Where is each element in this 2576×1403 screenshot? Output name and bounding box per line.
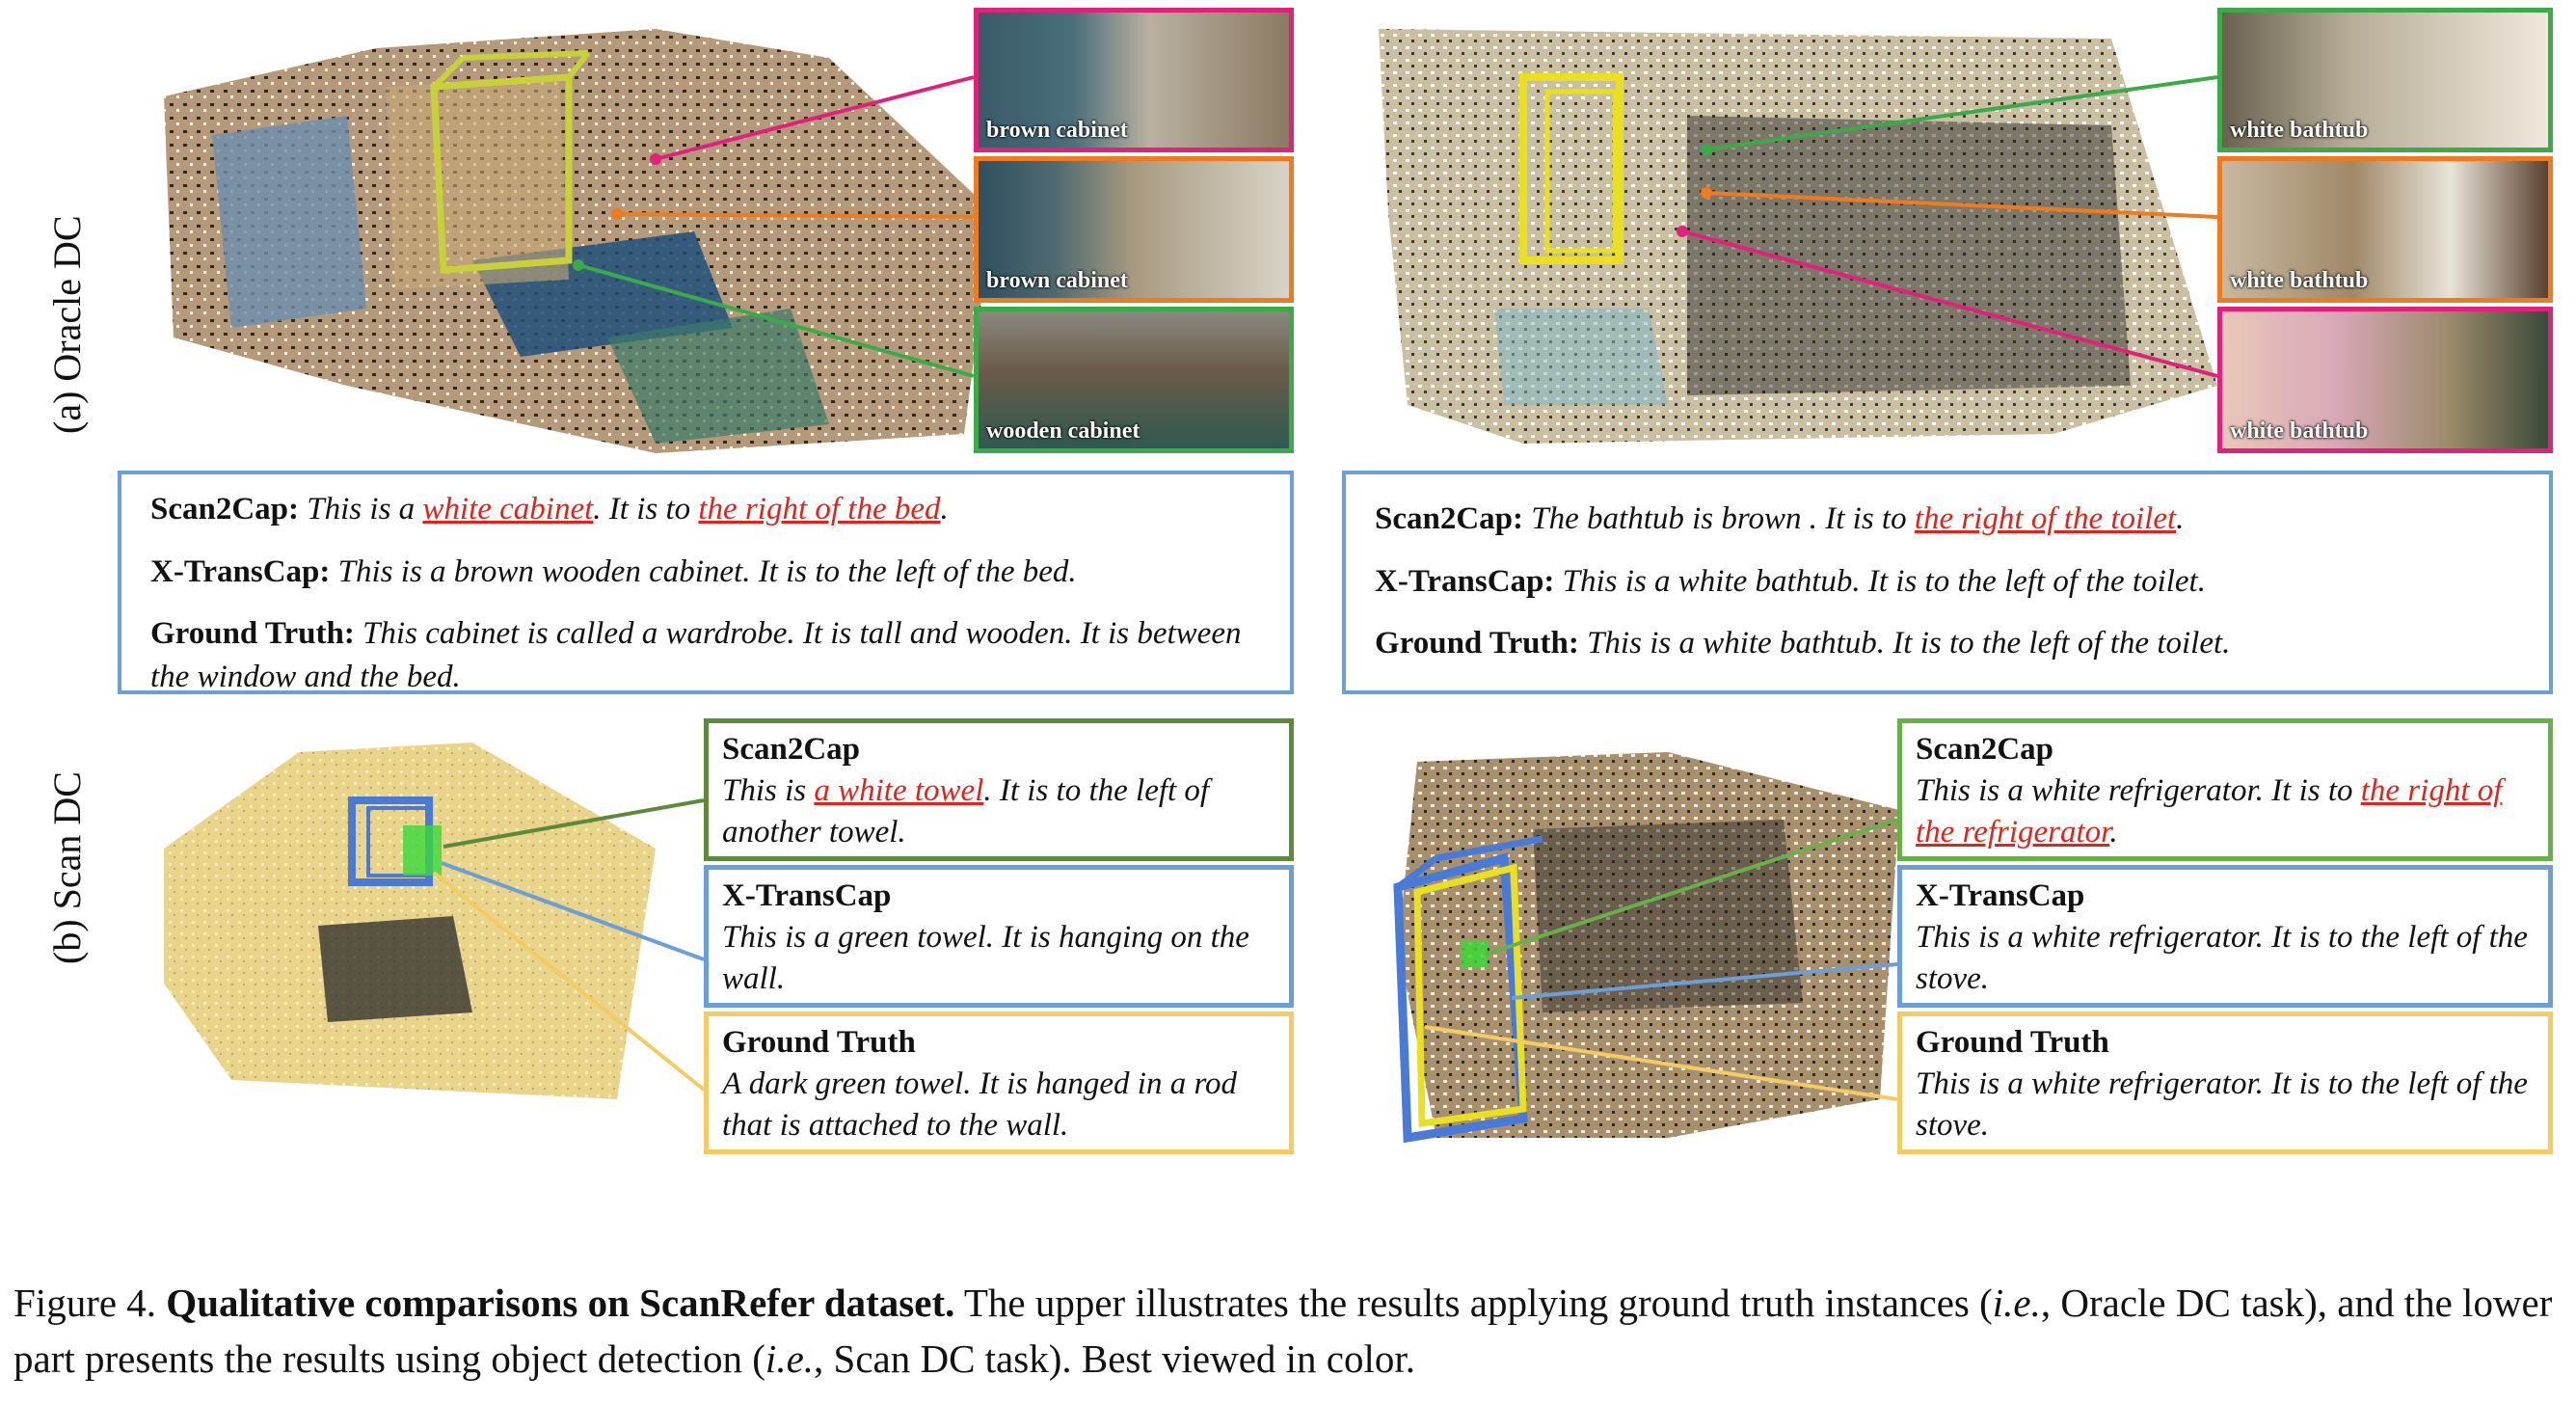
scan2cap-heading: Scan2Cap [722,732,861,767]
scan2cap-label: Scan2Cap: [150,492,300,526]
point-cloud-oracle-left [164,29,993,453]
xtranscap-text: This is a brown wooden cabinet. It is to… [337,553,1077,589]
point-cloud-oracle-right [1379,29,2217,444]
bbox-green [403,825,442,876]
scan2cap-error: a white towel [814,772,984,808]
thumb-oracle-right-1: white bathtub [2217,8,2553,152]
ground-truth-heading: Ground Truth [1916,1025,2109,1060]
caption-prefix: Figure 4. [13,1281,167,1325]
scan2cap-line: Scan2Cap: This is a white cabinet. It is… [150,488,1261,531]
scan-left-scan2cap-box: Scan2Cap This is a white towel. It is to… [704,718,1294,861]
scan-right-xtranscap-box: X-TransCap This is a white refrigerator.… [1897,865,2553,1008]
bbox-green [1461,940,1488,967]
thumb-oracle-left-1: brown cabinet [974,8,1294,152]
caption-bold: Qualitative comparisons on ScanRefer dat… [166,1281,955,1325]
ground-truth-text: This is a white refrigerator. It is to t… [1916,1066,2528,1143]
ground-truth-text: A dark green towel. It is hanged in a ro… [722,1066,1238,1143]
bbox-yellow [1413,863,1527,1128]
scan2cap-post: . [940,492,949,526]
thumb-label: white bathtub [2230,118,2369,143]
bbox-yellow [430,73,573,274]
scan-left-xtranscap-box: X-TransCap This is a green towel. It is … [704,865,1294,1008]
thumb-label: brown cabinet [986,268,1128,293]
thumb-oracle-right-3: white bathtub [2217,307,2553,453]
scan2cap-heading: Scan2Cap [1916,732,2054,767]
scan2cap-pre: The bathtub is brown . It is to [1531,501,1915,536]
thumb-label: brown cabinet [986,118,1128,143]
xtranscap-heading: X-TransCap [1916,878,2085,913]
scan2cap-text: This is a white refrigerator. It is to t… [1916,772,2503,850]
scan2cap-error: the right of the refrigerator [1916,772,2503,850]
ground-truth-text: This is a white bathtub. It is to the le… [1587,626,2231,661]
scan-right-ground-truth-box: Ground Truth This is a white refrigerato… [1897,1012,2553,1154]
thumb-oracle-right-2: white bathtub [2217,156,2553,303]
scan2cap-error-2: the right of the bed [698,492,941,526]
scan2cap-pre: This is a [307,492,423,526]
xtranscap-text: This is a white refrigerator. It is to t… [1916,919,2528,996]
ground-truth-label: Ground Truth: [1375,626,1579,661]
thumb-oracle-left-2: brown cabinet [974,156,1294,303]
thumb-label: white bathtub [2230,268,2369,293]
scan2cap-text: This is a white towel. It is to the left… [722,772,1210,850]
thumb-oracle-left-3: wooden cabinet [974,307,1294,453]
bbox-blue [1393,852,1528,1144]
ground-truth-heading: Ground Truth [722,1025,916,1060]
connector-lines-oracle-right [1677,75,2218,378]
xtranscap-text: This is a white bathtub. It is to the le… [1562,563,2206,599]
scan-right-scan2cap-box: Scan2Cap This is a white refrigerator. I… [1897,718,2553,861]
ground-truth-label: Ground Truth: [150,616,355,652]
oracle-left-caption-box: Scan2Cap: This is a white cabinet. It is… [118,471,1294,694]
xtranscap-label: X-TransCap: [1375,563,1555,599]
xtranscap-heading: X-TransCap [722,878,892,913]
figure-caption: Figure 4. Qualitative comparisons on Sca… [13,1281,2553,1382]
xtranscap-line: X-TransCap: This is a white bathtub. It … [1375,560,2520,604]
bbox-yellow [1519,73,1623,264]
connector-lines-scan-left [432,798,706,1092]
thumb-label: white bathtub [2230,418,2369,444]
connector-lines-scan-right [1424,818,1898,1101]
connector-lines-oracle-left [573,75,975,378]
xtranscap-label: X-TransCap: [150,553,331,589]
scan2cap-post: . [2176,501,2185,536]
oracle-right-caption-box: Scan2Cap: The bathtub is brown . It is t… [1342,471,2553,694]
ground-truth-line: Ground Truth: This cabinet is called a w… [150,612,1261,698]
scan2cap-error: the right of the toilet [1914,501,2177,536]
xtranscap-line: X-TransCap: This is a brown wooden cabin… [150,551,1261,594]
scan2cap-line: Scan2Cap: The bathtub is brown . It is t… [1375,498,2520,541]
ground-truth-line: Ground Truth: This is a white bathtub. I… [1375,622,2520,665]
scan-left-ground-truth-box: Ground Truth A dark green towel. It is h… [704,1012,1294,1154]
thumb-label: wooden cabinet [986,418,1140,444]
scan2cap-label: Scan2Cap: [1375,501,1524,536]
scan2cap-mid: . It is to [593,492,699,526]
scan2cap-error-1: white cabinet [422,492,594,526]
xtranscap-text: This is a green towel. It is hanging on … [722,919,1249,996]
ground-truth-text: This cabinet is called a wardrobe. It is… [150,616,1242,694]
